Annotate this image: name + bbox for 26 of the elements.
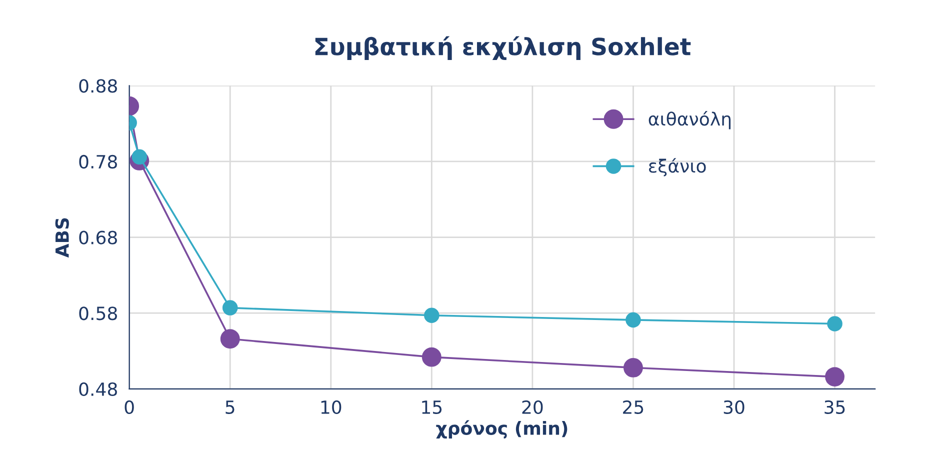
point (827, 316, 842, 332)
x-tick-label: 5 (226, 400, 234, 414)
x-tick-label: 10 (321, 400, 342, 414)
y-tick-label: 0.58 (79, 306, 117, 320)
point (222, 300, 238, 316)
x-axis-title: χρόνος (min) (436, 420, 568, 438)
x-tick-label: 30 (724, 400, 744, 414)
x-tick-label: 35 (824, 400, 845, 414)
point (623, 358, 643, 378)
point (825, 367, 844, 387)
point (422, 347, 442, 367)
y-tick-label: 0.88 (79, 79, 117, 93)
point (424, 308, 440, 324)
y-tick-label: 0.78 (79, 154, 117, 169)
point (626, 312, 641, 328)
y-tick-label: 0.48 (79, 382, 117, 396)
x-tick-label: 25 (623, 400, 644, 414)
legend-label: αιθανόλη (648, 111, 731, 130)
legend-label: εξάνιο (649, 158, 706, 176)
x-tick-label: 20 (522, 400, 543, 414)
x-tick-label: 0 (124, 400, 134, 414)
point (220, 329, 240, 349)
chart-title: Συμβατική εκχύλιση Soxhlet (315, 36, 691, 60)
x-tick-label: 15 (422, 400, 442, 414)
y-axis-title: ABS (55, 218, 69, 258)
y-tick-label: 0.68 (79, 230, 117, 244)
